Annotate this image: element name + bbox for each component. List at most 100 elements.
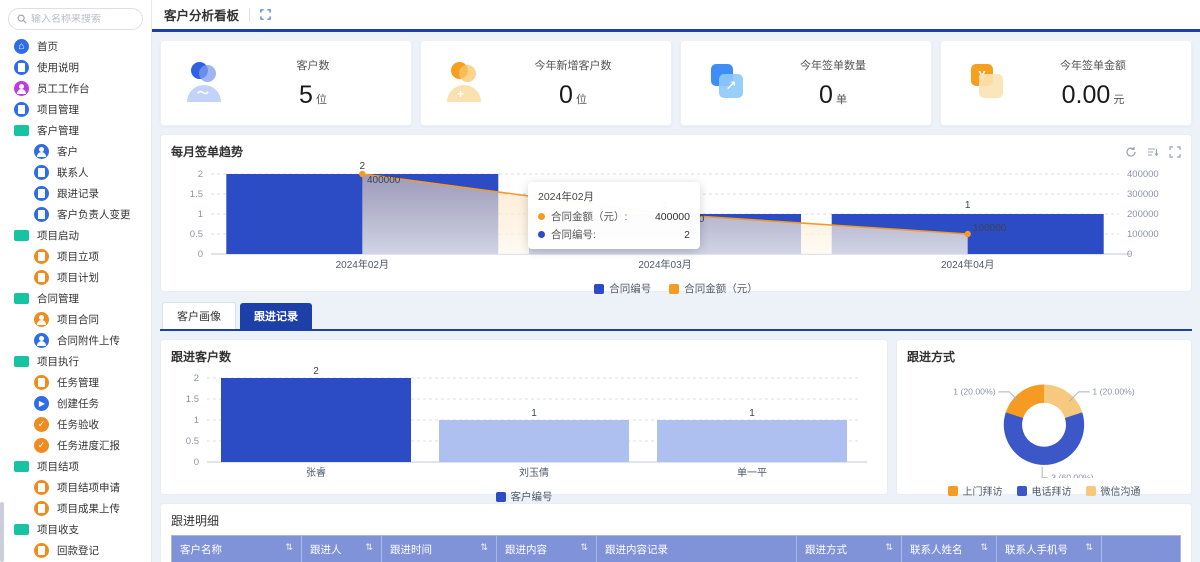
tooltip-title: 2024年02月: [538, 191, 595, 203]
sort-icon[interactable]: ⇅: [480, 542, 488, 552]
doc-icon: [34, 501, 49, 516]
column-header-跟进方式[interactable]: 跟进方式 ⇅: [796, 535, 902, 562]
sidebar-item-任务验收[interactable]: 任务验收: [0, 414, 151, 435]
stat-value: 0: [559, 80, 573, 109]
trend-chart-card: 每月签单趋势: [160, 134, 1192, 295]
amount-icon: ¥: [963, 60, 1009, 106]
customer-icon: 〜: [183, 60, 229, 106]
doc-icon: [34, 186, 49, 201]
svg-text:0: 0: [1127, 249, 1132, 260]
column-header-跟进内容[interactable]: 跟进内容 ⇅: [496, 535, 597, 562]
sidebar-item-label: 项目执行: [37, 356, 79, 368]
sidebar-item-使用说明[interactable]: 使用说明: [0, 57, 151, 78]
svg-text:1 (20.00%): 1 (20.00%): [1092, 387, 1134, 397]
check-icon: [34, 438, 49, 453]
sidebar-item-label: 项目合同: [57, 314, 99, 326]
sidebar-item-label: 首页: [37, 41, 58, 53]
svg-text:0: 0: [198, 249, 203, 260]
sidebar-item-首页[interactable]: 首页: [0, 36, 151, 57]
sidebar-item-联系人[interactable]: 联系人: [0, 162, 151, 183]
follow-method-chart[interactable]: 1 (20.00%) 1 (20.00%) 3 (60.00%): [907, 366, 1181, 482]
sidebar-item-项目结项申请[interactable]: 项目结项申请: [0, 477, 151, 498]
trend-legend[interactable]: 合同编号 合同金额（元）: [171, 281, 1181, 296]
chart-settings-icon[interactable]: [1147, 146, 1159, 158]
sidebar-search[interactable]: [8, 8, 143, 30]
page-header: 客户分析看板: [152, 0, 1200, 32]
svg-text:2024年03月: 2024年03月: [638, 258, 691, 271]
sidebar-item-项目启动[interactable]: 项目启动: [0, 225, 151, 246]
sidebar-item-客户负责人变更[interactable]: 客户负责人变更: [0, 204, 151, 225]
sort-icon[interactable]: ⇅: [580, 542, 588, 552]
sidebar-item-项目管理[interactable]: 项目管理: [0, 99, 151, 120]
sidebar-item-项目执行[interactable]: 项目执行: [0, 351, 151, 372]
sidebar-item-合同管理[interactable]: 合同管理: [0, 288, 151, 309]
sidebar-item-项目合同[interactable]: 项目合同: [0, 309, 151, 330]
stat-value: 5: [299, 80, 313, 109]
sidebar-item-合同附件上传[interactable]: 合同附件上传: [0, 330, 151, 351]
doc-icon: [34, 543, 49, 558]
new-customer-icon: +: [443, 60, 489, 106]
svg-text:1: 1: [531, 408, 537, 419]
column-header-联系人手机号[interactable]: 联系人手机号 ⇅: [996, 535, 1102, 562]
follow-count-legend[interactable]: 客户编号: [171, 489, 877, 504]
sort-icon[interactable]: ⇅: [365, 542, 373, 552]
folder-icon: [14, 125, 29, 136]
column-header-跟进人[interactable]: 跟进人 ⇅: [301, 535, 382, 562]
svg-text:400000: 400000: [1127, 169, 1159, 180]
sidebar-item-回款登记[interactable]: 回款登记: [0, 540, 151, 561]
refresh-icon[interactable]: [1125, 146, 1137, 158]
sidebar-item-任务管理[interactable]: 任务管理: [0, 372, 151, 393]
sidebar-item-label: 项目管理: [37, 104, 79, 116]
sidebar-item-项目收支[interactable]: 项目收支: [0, 519, 151, 540]
sidebar-item-客户管理[interactable]: 客户管理: [0, 120, 151, 141]
sidebar-item-跟进记录[interactable]: 跟进记录: [0, 183, 151, 204]
sort-icon[interactable]: ⇅: [1085, 542, 1093, 552]
svg-text:2024年02月: 2024年02月: [336, 258, 389, 271]
sidebar-scrollbar[interactable]: [0, 502, 4, 562]
column-header-跟进时间[interactable]: 跟进时间 ⇅: [381, 535, 497, 562]
follow-method-legend[interactable]: 上门拜访 电话拜访 微信沟通: [907, 483, 1181, 498]
stat-card-amount[interactable]: ¥ 今年签单金额 0.00元: [940, 40, 1192, 126]
trend-chart[interactable]: 2 1.5 1 0.5 0 400000 300000 200000 10000…: [171, 160, 1181, 279]
search-icon: [17, 14, 27, 24]
tooltip-marker-blue: [538, 231, 545, 238]
sidebar-nav: 首页使用说明员工工作台项目管理客户管理客户联系人跟进记录客户负责人变更项目启动项…: [0, 36, 151, 561]
column-header-联系人姓名[interactable]: 联系人姓名 ⇅: [901, 535, 997, 562]
sort-icon[interactable]: ⇅: [885, 542, 893, 552]
fullscreen-icon[interactable]: [260, 9, 271, 20]
doc-icon: [34, 480, 49, 495]
svg-text:2: 2: [194, 373, 199, 384]
trend-chart-title: 每月签单趋势: [171, 145, 244, 159]
stat-value: 0: [819, 80, 833, 109]
sidebar: 首页使用说明员工工作台项目管理客户管理客户联系人跟进记录客户负责人变更项目启动项…: [0, 0, 152, 562]
sort-icon[interactable]: ⇅: [285, 542, 293, 552]
sidebar-item-项目成果上传[interactable]: 项目成果上传: [0, 498, 151, 519]
follow-detail-table: 客户名称 ⇅ 跟进人 ⇅ 跟进时间 ⇅ 跟进内容 ⇅ 跟进内容记录 跟进方式 ⇅ 联系人姓名 ⇅ 联系人手…: [171, 535, 1181, 562]
sidebar-item-label: 客户: [57, 146, 78, 158]
svg-text:100000: 100000: [1127, 229, 1159, 240]
check-icon: [34, 417, 49, 432]
tab-follow-records[interactable]: 跟进记录: [240, 303, 312, 329]
chart-fullscreen-icon[interactable]: [1169, 145, 1181, 158]
tab-customer-profile[interactable]: 客户画像: [162, 302, 236, 329]
sidebar-item-任务进度汇报[interactable]: 任务进度汇报: [0, 435, 151, 456]
doc-icon: [34, 270, 49, 285]
sidebar-item-label: 项目结项申请: [57, 482, 120, 494]
sidebar-item-客户[interactable]: 客户: [0, 141, 151, 162]
sidebar-item-label: 项目结项: [37, 461, 79, 473]
sidebar-item-创建任务[interactable]: 创建任务: [0, 393, 151, 414]
sidebar-item-项目立项[interactable]: 项目立项: [0, 246, 151, 267]
folder-icon: [14, 461, 29, 472]
sidebar-item-项目结项[interactable]: 项目结项: [0, 456, 151, 477]
sidebar-item-label: 回款登记: [57, 545, 99, 557]
sidebar-item-员工工作台[interactable]: 员工工作台: [0, 78, 151, 99]
svg-text:100000: 100000: [973, 223, 1007, 234]
sidebar-item-项目计划[interactable]: 项目计划: [0, 267, 151, 288]
column-header-客户名称[interactable]: 客户名称 ⇅: [171, 535, 302, 562]
search-input[interactable]: [31, 13, 131, 25]
follow-count-chart[interactable]: 2 1.5 1 0.5 0 2 1 1 张睿 刘玉倩 单一平: [171, 366, 877, 482]
sort-icon[interactable]: ⇅: [980, 542, 988, 552]
